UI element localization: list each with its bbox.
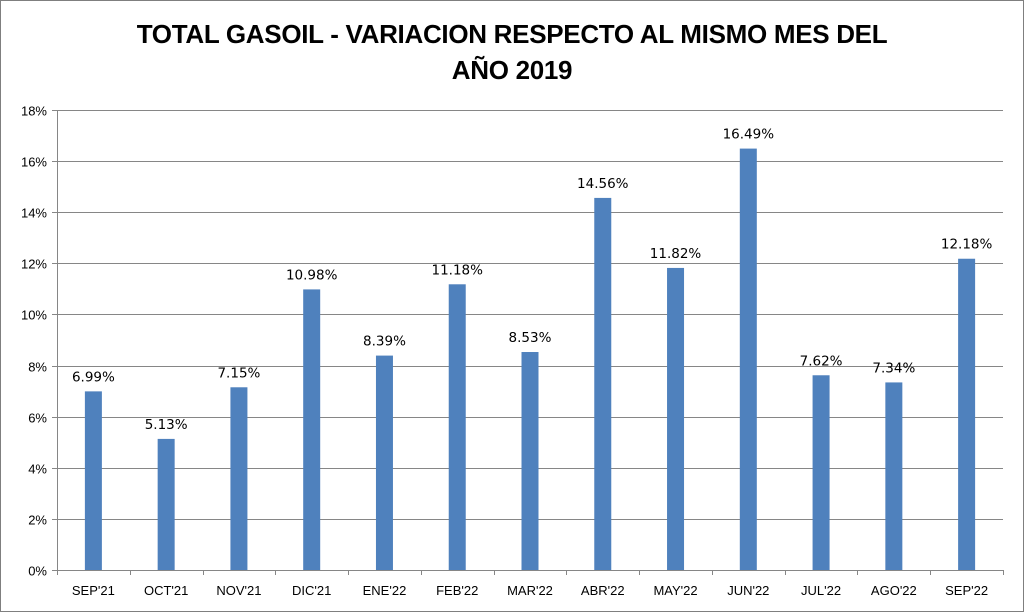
x-category-label: JUN'22 [727,583,769,598]
y-tick-label: 8% [28,360,47,375]
data-label: 8.53% [509,330,552,346]
bar [958,258,976,570]
chart-title-line-2: AÑO 2019 [451,55,573,85]
bar [667,267,685,570]
bar [375,355,393,570]
x-category-label: ABR'22 [581,583,625,598]
data-label: 6.99% [72,369,115,385]
y-tick-label: 6% [28,411,47,426]
chart-title: TOTAL GASOIL - VARIACION RESPECTO AL MIS… [0,16,1024,88]
y-tick-label: 16% [21,155,47,170]
data-label: 7.34% [872,360,915,376]
data-label: 7.15% [217,365,260,381]
x-category-label: AGO'22 [871,583,917,598]
data-label: 12.18% [941,237,993,253]
y-tick-label: 0% [28,564,47,579]
x-category-label: JUL'22 [801,583,841,598]
data-label: 14.56% [577,176,629,192]
data-label: 8.39% [363,334,406,350]
data-label: 11.82% [650,246,702,262]
bar [230,387,248,570]
data-label: 11.18% [431,262,483,278]
x-category-label: FEB'22 [436,583,478,598]
x-category-label: DIC'21 [292,583,331,598]
data-label: 5.13% [145,417,188,433]
x-category-label: MAY'22 [653,583,697,598]
bar [84,391,102,570]
bar [157,438,175,570]
y-tick-label: 18% [21,104,47,119]
bar [885,382,903,570]
x-category-label: ENE'22 [363,583,407,598]
y-tick-label: 14% [21,206,47,221]
data-label: 10.98% [286,267,338,283]
data-label: 7.62% [800,353,843,369]
bar [521,352,539,570]
bar [594,197,612,570]
bar [303,289,321,570]
bar [812,375,830,570]
data-label: 16.49% [723,127,775,143]
y-tick-label: 10% [21,308,47,323]
y-tick-label: 12% [21,257,47,272]
x-category-label: SEP'21 [72,583,115,598]
bar [448,284,466,570]
bar [739,148,757,571]
y-tick-label: 4% [28,462,47,477]
y-tick-label: 2% [28,513,47,528]
x-category-label: NOV'21 [216,583,261,598]
x-category-label: SEP'22 [945,583,988,598]
x-category-label: MAR'22 [507,583,553,598]
chart-title-line-1: TOTAL GASOIL - VARIACION RESPECTO AL MIS… [136,19,888,49]
x-category-label: OCT'21 [144,583,188,598]
